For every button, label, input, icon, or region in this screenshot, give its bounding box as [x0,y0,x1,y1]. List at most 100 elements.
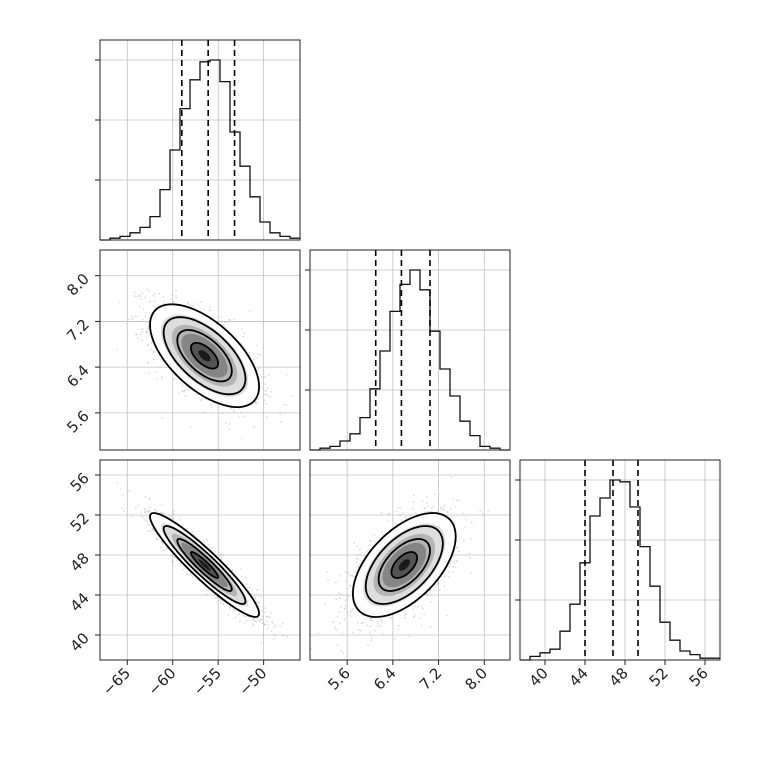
sample-point [433,589,436,592]
x-tick-label: 40 [526,664,552,690]
sample-point [152,529,155,532]
sample-point [361,614,364,617]
sample-point [353,575,355,578]
sample-point [377,622,379,625]
sample-point [425,593,427,596]
sample-point [240,575,243,578]
sample-point [147,325,150,328]
sample-point [175,559,178,561]
sample-point [257,397,259,400]
sample-point [335,598,337,601]
sample-point [267,624,270,626]
sample-point [359,629,362,632]
sample-point [260,610,263,612]
sample-point [449,507,452,510]
sample-point [465,519,468,521]
sample-point [395,510,398,513]
sample-point [420,624,423,627]
sample-point [426,502,428,504]
sample-point [346,610,349,613]
sample-point [116,348,118,351]
x-tick-label: 56 [686,664,712,690]
sample-point [146,288,149,291]
sample-point [240,437,243,440]
sample-point [235,336,238,338]
sample-point [134,295,137,298]
sample-point [225,421,228,424]
sample-point [148,498,151,500]
x-tick-label: −60 [144,664,179,699]
sample-point [352,631,354,634]
sample-point [270,390,273,393]
sample-point [122,494,124,496]
sample-point [457,499,460,501]
sample-point [234,616,237,619]
sample-point [216,597,219,599]
sample-point [376,620,379,623]
sample-point [335,581,337,584]
sample-point [279,625,282,628]
sample-point [452,555,455,558]
sample-point [237,613,240,615]
sample-point [344,607,346,610]
sample-point [291,395,293,398]
panels: −65 −60 −55 −50 5.6 6.4 7.2 8.0 40 44 48 52 56 5.6 6.4… [63,39,721,699]
sample-point [147,327,149,329]
sample-point [257,353,259,356]
sample-point [257,367,260,370]
sample-point [227,614,230,617]
sample-point [148,372,150,375]
sample-point [426,505,429,508]
sample-point [344,600,347,602]
sample-point [211,406,214,409]
sample-point [187,389,189,392]
sample-point [140,328,143,331]
sample-point [262,347,265,350]
sample-point [270,611,272,614]
sample-point [184,389,186,392]
pair-panel-1 [99,249,301,451]
sample-point [160,375,163,378]
sample-point [180,382,183,385]
sample-point [137,504,140,507]
sample-point [349,611,352,614]
sample-point [369,631,372,634]
sample-point [468,552,471,555]
sample-point [343,608,346,611]
sample-point [232,610,235,612]
sample-point [272,633,275,636]
sample-point [178,519,181,521]
sample-point [163,549,165,552]
sample-point [267,627,269,630]
sample-point [266,616,269,619]
sample-point [263,375,266,378]
sample-point [231,569,234,572]
sample-point [181,524,184,527]
histogram-step [100,59,300,241]
sample-point [332,621,335,623]
histogram-step [520,479,720,661]
sample-point [370,640,373,642]
sample-point [181,384,184,387]
sample-point [174,295,177,297]
sample-point [338,611,341,613]
sample-point [211,546,214,549]
sample-point [456,541,458,543]
sample-point [252,617,255,620]
sample-point [242,415,245,418]
sample-point [265,389,267,392]
y-tick-label: 56 [67,469,93,495]
sample-point [255,402,258,405]
x-tick-label: 48 [606,664,632,690]
sample-point [279,412,282,415]
sample-point [207,590,210,592]
sample-point [264,623,267,626]
sample-point [260,641,263,644]
x-axis-1: −65 −60 −55 −50 [99,660,270,699]
sample-point [326,571,328,573]
sample-point [430,507,433,509]
y-tick-label: 48 [67,549,93,575]
sample-point [203,411,206,414]
sample-point [239,411,242,414]
sample-point [147,530,150,532]
